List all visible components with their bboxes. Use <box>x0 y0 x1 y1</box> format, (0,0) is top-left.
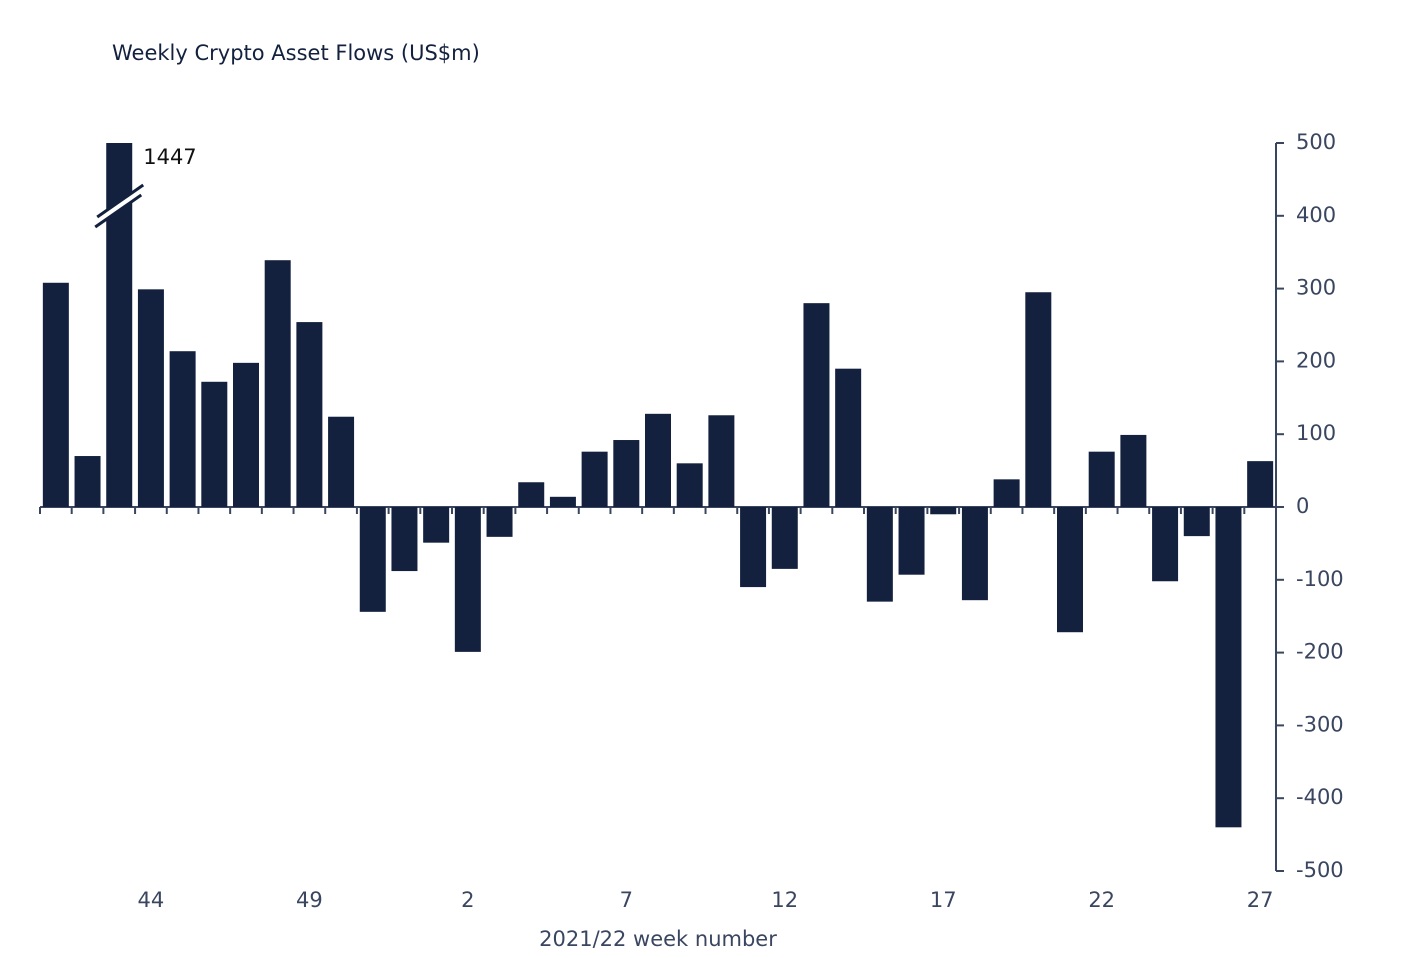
bar <box>549 496 576 507</box>
bar <box>771 507 798 569</box>
bar <box>645 413 671 507</box>
data-label: 1447 <box>143 145 196 169</box>
y-tick-label: 100 <box>1296 421 1336 445</box>
axis-break-line <box>96 183 145 219</box>
bar <box>708 415 735 507</box>
bar <box>1215 507 1242 828</box>
bar <box>993 479 1020 507</box>
bar <box>835 368 862 507</box>
x-tick-label: 49 <box>296 888 323 912</box>
x-tick-label: 44 <box>138 888 165 912</box>
y-tick-label: 500 <box>1296 130 1336 154</box>
x-tick-label: 2 <box>461 888 474 912</box>
y-tick-label: -500 <box>1296 858 1344 882</box>
axis-break-line <box>94 193 143 229</box>
y-tick-label: -100 <box>1296 567 1344 591</box>
x-tick-label: 27 <box>1247 888 1274 912</box>
bar <box>1247 461 1274 507</box>
bar <box>169 351 196 507</box>
bar <box>866 507 893 602</box>
x-tick-label: 12 <box>771 888 798 912</box>
bar <box>1152 507 1179 582</box>
bar <box>74 456 101 507</box>
bar <box>581 451 608 507</box>
bar <box>201 381 228 507</box>
bar <box>803 303 830 507</box>
bar <box>391 507 418 572</box>
bar <box>740 507 767 588</box>
x-tick-label: 22 <box>1088 888 1115 912</box>
bar <box>1025 292 1052 507</box>
bar <box>423 507 450 543</box>
bar <box>613 440 640 507</box>
bar <box>233 362 259 507</box>
bar <box>1120 434 1147 507</box>
x-axis-title: 2021/22 week number <box>539 927 777 951</box>
bar <box>454 507 481 652</box>
bar <box>898 507 925 575</box>
bar <box>137 289 164 507</box>
chart-title: Weekly Crypto Asset Flows (US$m) <box>112 41 480 65</box>
bar <box>676 463 703 507</box>
y-tick-label: 400 <box>1296 203 1336 227</box>
bar <box>518 482 545 507</box>
x-tick-label: 17 <box>930 888 957 912</box>
bar <box>296 322 323 507</box>
y-tick-label: 300 <box>1296 276 1336 300</box>
bar <box>264 260 291 507</box>
y-tick-label: -300 <box>1296 712 1344 736</box>
bar <box>1183 507 1210 537</box>
bar <box>486 507 513 537</box>
bar <box>1088 451 1115 507</box>
y-tick-label: 200 <box>1296 348 1336 372</box>
y-tick-label: -200 <box>1296 640 1344 664</box>
y-tick-label: -400 <box>1296 785 1344 809</box>
bar <box>328 416 355 507</box>
y-tick-label: 0 <box>1296 494 1309 518</box>
bar <box>359 507 386 612</box>
bar <box>930 507 957 515</box>
axis-break <box>99 188 140 224</box>
bar <box>961 507 988 601</box>
bar <box>42 282 69 507</box>
x-tick-label: 7 <box>620 888 633 912</box>
bar <box>1057 507 1083 633</box>
